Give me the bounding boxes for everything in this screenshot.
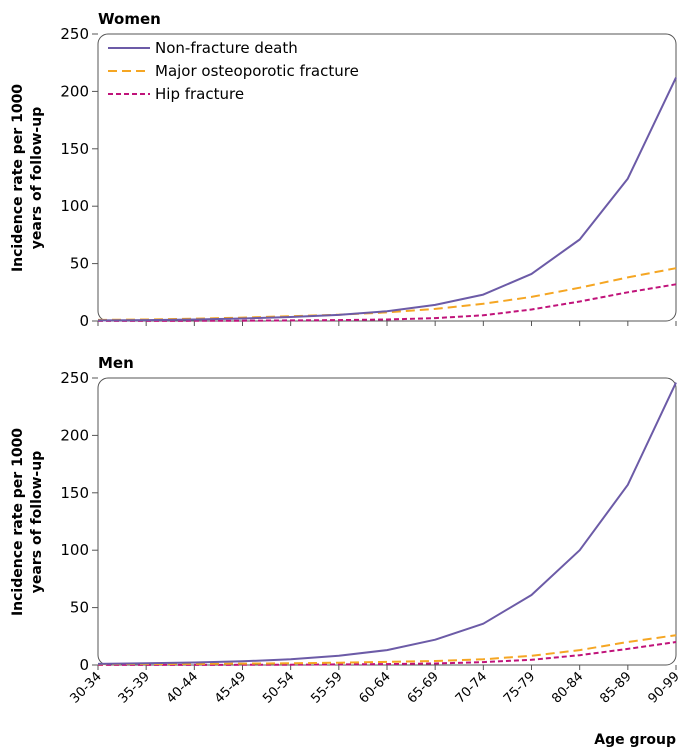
y-tick-label: 150 (60, 484, 89, 502)
y-tick-label: 50 (70, 255, 89, 273)
y-tick-label: 150 (60, 140, 89, 158)
y-tick-label: 200 (60, 82, 89, 100)
y-tick-label: 0 (79, 656, 89, 674)
x-tick-label: 85-89 (597, 669, 634, 706)
plot-frame (97, 377, 677, 666)
x-tick-label: 60-64 (357, 669, 394, 706)
panel-title-women: Women (98, 10, 161, 28)
x-tick-label: 40-44 (164, 669, 201, 706)
y-tick-label: 100 (60, 541, 89, 559)
legend-label: Major osteoporotic fracture (155, 62, 359, 80)
y-tick-label: 250 (60, 369, 89, 387)
x-tick-label: 30-34 (68, 669, 105, 706)
series-line-non-fracture-death (97, 77, 677, 322)
y-tick-label: 200 (60, 426, 89, 444)
series-line-major-osteoporotic-fracture (97, 634, 677, 666)
y-axis-label-women-line1: Incidence rate per 1000 (10, 84, 26, 272)
x-tick-label: 35-39 (116, 669, 153, 706)
x-tick-label: 70-74 (453, 669, 490, 706)
y-axis-label-men-line1: Incidence rate per 1000 (10, 428, 26, 616)
x-tick-label: 45-49 (212, 669, 249, 706)
y-tick-label: 0 (79, 312, 89, 330)
legend-label: Non-fracture death (155, 39, 298, 57)
legend-label: Hip fracture (155, 85, 244, 103)
men-panel: Men Incidence rate per 1000 years of fol… (10, 354, 682, 748)
y-axis-label-women-line2: years of follow-up (29, 107, 45, 249)
series-line-hip-fracture (98, 283, 677, 322)
series-line-major-osteoporotic-fracture (97, 267, 677, 321)
x-tick-label: 90-99 (646, 669, 682, 706)
series-line-non-fracture-death (97, 382, 677, 665)
y-tick-label: 50 (70, 599, 89, 617)
x-tick-label: 65-69 (405, 669, 442, 706)
x-tick-label: 75-79 (501, 669, 538, 706)
x-tick-label: 80-84 (549, 669, 586, 706)
women-panel: Women Incidence rate per 1000 years of f… (10, 10, 677, 330)
y-axis-label-men-line2: years of follow-up (29, 451, 45, 593)
panel-title-men: Men (98, 354, 134, 372)
x-axis-label: Age group (594, 732, 676, 748)
y-tick-label: 100 (60, 197, 89, 215)
x-tick-label: 55-59 (308, 669, 345, 706)
series-line-hip-fracture (98, 641, 677, 666)
y-tick-label: 250 (60, 25, 89, 43)
x-tick-label: 50-54 (260, 669, 297, 706)
